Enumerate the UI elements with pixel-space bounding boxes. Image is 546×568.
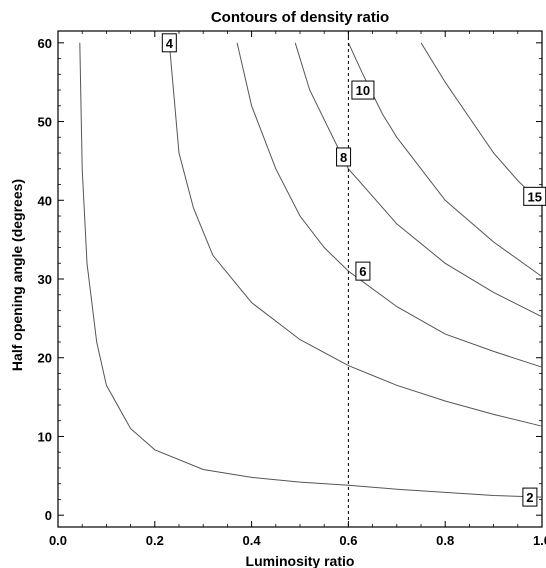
y-tick-label: 0	[45, 508, 52, 523]
x-tick-label: 0.8	[436, 533, 454, 548]
plot-area: 0.0 0.2 0.4 0.6 0.8 1.0 0 10 20 30 40 50 60 4 10 8 15 6 2	[38, 30, 546, 548]
contour-label-box	[351, 80, 375, 100]
contour-label-8: 8	[340, 150, 347, 165]
contour-label-box	[336, 147, 352, 167]
y-tick-label: 10	[38, 429, 52, 444]
contour-line-2	[79, 42, 543, 498]
x-tick-label: 0.0	[49, 533, 67, 548]
contour-line-8	[294, 42, 543, 318]
y-axis-label: Half opening angle (degrees)	[9, 179, 25, 371]
contour-label-2: 2	[526, 490, 533, 505]
chart-title: Contours of density ratio	[211, 9, 389, 26]
x-tick-label: 1.0	[533, 533, 546, 548]
x-tick-label: 0.2	[146, 533, 164, 548]
y-tick-label: 60	[38, 36, 52, 51]
y-tick-label: 40	[38, 193, 52, 208]
contour-label-box	[161, 33, 177, 53]
contour-label-4: 4	[166, 36, 174, 51]
contour-label-10: 10	[356, 83, 370, 98]
contour-label-box	[355, 261, 371, 281]
x-axis-label: Luminosity ratio	[246, 553, 355, 568]
contour-label-15: 15	[528, 189, 542, 204]
plot-frame	[57, 30, 543, 528]
x-tick-label: 0.4	[243, 533, 262, 548]
contour-label-box	[522, 487, 538, 507]
contour-line-6	[236, 42, 543, 368]
y-tick-label: 20	[38, 351, 52, 366]
y-tick-label: 50	[38, 115, 52, 130]
contour-line-4	[168, 42, 543, 427]
contour-label-6: 6	[359, 264, 366, 279]
y-tick-label: 30	[38, 272, 52, 287]
contour-line-10	[347, 42, 543, 278]
x-tick-label: 0.6	[339, 533, 357, 548]
contour-line-15	[420, 42, 543, 205]
